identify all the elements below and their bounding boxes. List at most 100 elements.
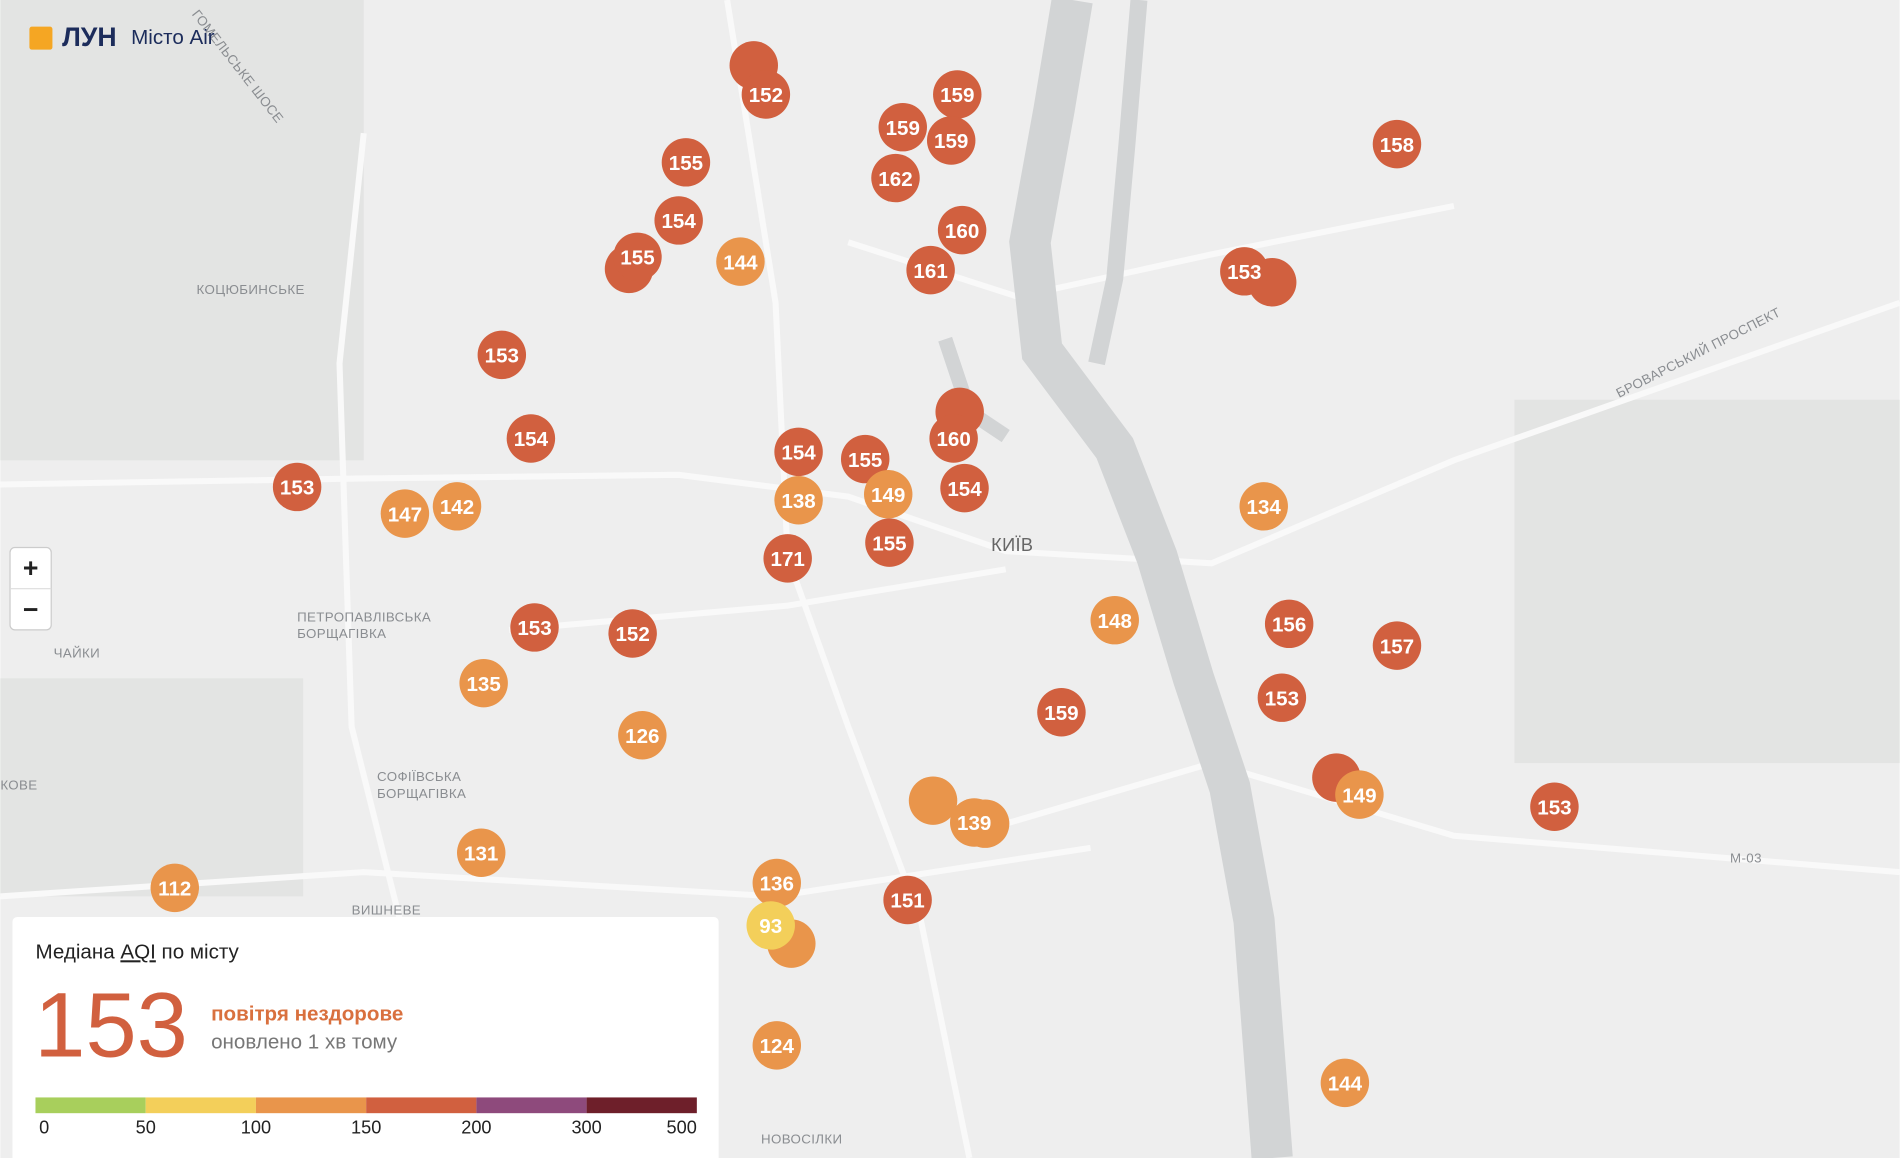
station[interactable]: 149 [1335, 770, 1384, 819]
station-aqi: 155 [872, 532, 906, 555]
map-label: ЧАЙКИ [54, 646, 100, 661]
station[interactable]: 155 [661, 138, 711, 187]
station-aqi: 153 [1537, 796, 1571, 819]
title-suffix: по місту [162, 941, 240, 964]
station-marker [746, 901, 795, 950]
station[interactable]: 152 [741, 70, 791, 119]
zoom-out[interactable]: − [23, 594, 39, 624]
station[interactable]: 135 [459, 658, 508, 708]
station[interactable]: 155 [840, 434, 890, 484]
station[interactable]: 153 [1257, 673, 1307, 722]
station[interactable]: 131 [457, 828, 506, 877]
station-marker [150, 863, 199, 913]
station-marker [459, 658, 508, 708]
station-marker [477, 330, 527, 380]
scale-segment [586, 1097, 697, 1114]
station-marker [878, 102, 927, 152]
station[interactable]: 153 [272, 462, 322, 512]
station[interactable]: 171 [763, 534, 812, 583]
station-aqi: 154 [514, 428, 549, 451]
station[interactable]: 153 [477, 330, 527, 380]
map-label: ПЕТРОПАВЛІВСЬКА [297, 609, 431, 624]
station-marker [716, 237, 765, 286]
scale-segment [366, 1097, 477, 1114]
station-aqi: 147 [388, 503, 422, 526]
zoom-in[interactable]: + [23, 553, 39, 583]
station[interactable]: 147 [380, 489, 430, 538]
station[interactable]: 126 [618, 711, 667, 760]
station-marker [863, 469, 913, 519]
station-aqi: 159 [934, 130, 968, 153]
station[interactable]: 160 [937, 205, 987, 255]
legend-panel: Медіана AQI по місту 153 повітря нездоро… [12, 916, 719, 1158]
station[interactable]: 148 [1090, 595, 1139, 645]
station-marker [1264, 599, 1314, 649]
station[interactable]: 159 [1037, 688, 1086, 737]
station[interactable]: 155 [613, 232, 662, 282]
station[interactable]: 139 [950, 798, 999, 847]
station[interactable]: 154 [774, 427, 823, 477]
station[interactable]: 144 [1320, 1058, 1370, 1108]
station-marker [940, 463, 989, 513]
station[interactable]: 159 [878, 102, 927, 152]
station[interactable]: 154 [940, 463, 989, 513]
station[interactable]: 93 [746, 901, 795, 950]
station[interactable]: 159 [926, 116, 976, 165]
station-aqi: 155 [848, 449, 882, 472]
station[interactable]: 157 [1372, 621, 1422, 670]
station-marker [752, 858, 802, 908]
station[interactable]: 158 [1372, 119, 1422, 169]
scale-segment [476, 1097, 587, 1114]
station-aqi: 154 [947, 478, 982, 501]
station-aqi: 158 [1380, 134, 1414, 157]
station[interactable]: 159 [933, 70, 982, 119]
station[interactable]: 134 [1239, 482, 1288, 531]
logo-icon [29, 26, 53, 50]
map-label: БОРЩАГІВКА [297, 626, 386, 641]
station-aqi: 142 [440, 496, 474, 519]
product-name: Місто Air [131, 26, 215, 49]
station[interactable]: 153 [510, 603, 559, 652]
station[interactable]: 124 [752, 1021, 802, 1070]
station-aqi: 149 [1342, 784, 1376, 807]
map-label: КИЇВ [991, 535, 1033, 555]
station-marker [871, 153, 920, 203]
station[interactable]: 144 [716, 237, 765, 286]
station[interactable]: 153 [1530, 782, 1579, 831]
station[interactable]: 156 [1264, 599, 1314, 649]
station[interactable]: 162 [871, 153, 920, 203]
station-marker [840, 434, 890, 484]
map-label: М-03 [1730, 850, 1762, 865]
station[interactable]: 112 [150, 863, 199, 913]
station[interactable]: 151 [883, 875, 932, 925]
station[interactable]: 142 [432, 482, 482, 531]
markers: 152 159 159 159 155 162 158 154 160 155 144 161 153 1… [150, 41, 1579, 1108]
scale-label: 0 [39, 1118, 49, 1138]
station-aqi: 131 [464, 842, 498, 865]
station-marker [933, 70, 982, 119]
station[interactable]: 161 [906, 245, 955, 295]
station[interactable]: 154 [654, 196, 703, 245]
station[interactable]: 138 [774, 476, 823, 525]
station-aqi: 134 [1247, 496, 1282, 519]
station-aqi: 155 [620, 247, 654, 270]
station-marker [608, 609, 657, 658]
station[interactable]: 153 [1220, 247, 1269, 296]
scale-label: 50 [136, 1118, 156, 1138]
station[interactable]: 160 [929, 414, 978, 463]
station[interactable]: 136 [752, 858, 802, 908]
station-aqi: 112 [158, 878, 191, 901]
station[interactable]: 149 [863, 469, 913, 519]
station-aqi: 124 [760, 1035, 795, 1058]
station-marker [774, 427, 823, 477]
zoom-control: + − [9, 546, 52, 631]
station-aqi: 162 [878, 168, 912, 191]
station[interactable]: 152 [608, 609, 657, 658]
station-marker [937, 205, 987, 255]
station[interactable]: 154 [506, 414, 556, 463]
station[interactable]: 155 [865, 518, 914, 567]
map-label: БОРЩАГІВКА [377, 786, 466, 801]
station-aqi: 126 [625, 725, 659, 748]
aqi-link[interactable]: AQI [120, 941, 155, 964]
